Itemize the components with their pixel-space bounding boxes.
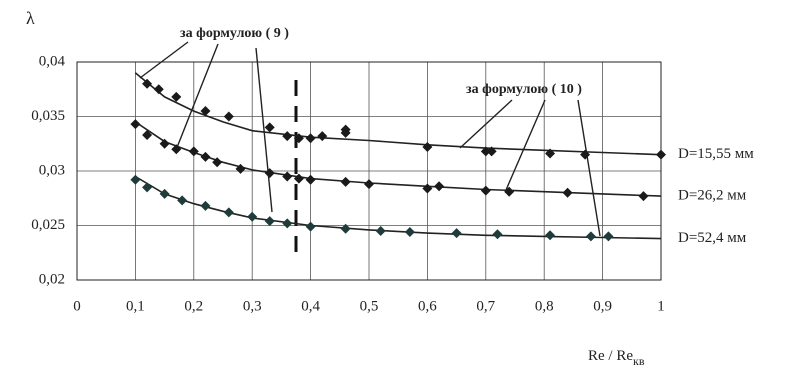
data-point: [264, 168, 275, 179]
data-point: [305, 133, 316, 144]
data-point: [223, 207, 234, 218]
leader-line: [459, 99, 513, 149]
data-point: [130, 174, 141, 185]
data-point: [422, 183, 433, 194]
x-tick-label: 0: [73, 298, 81, 314]
series-label: D=52,4 мм: [678, 230, 747, 246]
data-point: [223, 111, 234, 122]
data-point: [159, 188, 170, 199]
data-point: [153, 84, 164, 95]
data-point: [142, 130, 153, 141]
y-tick-label: 0,02: [39, 271, 65, 287]
data-point: [404, 227, 415, 238]
plot-border: [76, 61, 662, 281]
leader-line: [505, 99, 546, 191]
data-point: [545, 148, 556, 159]
data-point: [340, 176, 351, 187]
data-point: [264, 216, 275, 227]
x-tick-label: 0,4: [301, 298, 320, 314]
y-tick-label: 0,04: [39, 53, 66, 69]
data-point: [200, 200, 211, 211]
data-point: [562, 187, 573, 198]
x-axis-label-main: Re / Re: [588, 348, 633, 364]
x-tick-label: 0,9: [593, 298, 612, 314]
x-tick-label: 1: [657, 298, 665, 314]
data-point: [171, 144, 182, 155]
data-point: [656, 149, 666, 160]
data-point: [480, 146, 491, 157]
data-point: [188, 146, 199, 157]
fit-line: [134, 72, 662, 156]
y-axis-label: λ: [26, 8, 35, 28]
data-point: [200, 151, 211, 162]
fit-line: [134, 175, 662, 240]
x-tick-label: 0,2: [184, 298, 203, 314]
data-point: [603, 231, 614, 242]
leader-line: [139, 41, 189, 79]
data-point: [282, 131, 293, 142]
data-point: [486, 146, 497, 157]
data-point: [293, 133, 304, 144]
data-point: [451, 228, 462, 239]
data-point: [159, 138, 170, 149]
series-label: D=26,2 мм: [678, 188, 747, 204]
data-point: [492, 229, 503, 240]
data-point: [235, 163, 246, 174]
x-tick-label: 0,3: [243, 298, 262, 314]
x-tick-label: 0,8: [535, 298, 554, 314]
data-point: [212, 157, 223, 168]
data-point: [305, 174, 316, 185]
x-axis-label: Re / Reкв: [588, 348, 645, 367]
data-point: [282, 218, 293, 229]
data-point: [247, 211, 258, 222]
grid: [76, 61, 662, 281]
leader-line: [255, 47, 273, 213]
leader-lines: [139, 41, 601, 237]
data-point: [200, 106, 211, 117]
data-point: [638, 191, 649, 202]
annotation: за формулою ( 10 ): [466, 82, 582, 97]
leader-line: [175, 43, 219, 151]
data-point: [375, 225, 386, 236]
data-point: [434, 181, 445, 192]
y-tick-label: 0,035: [31, 108, 65, 124]
x-tick-label: 0,5: [360, 298, 379, 314]
data-point: [305, 221, 316, 232]
series-label: D=15,55 мм: [678, 146, 754, 162]
data-point: [293, 173, 304, 184]
x-tick-label: 0,7: [476, 298, 495, 314]
x-tick-label: 0,6: [418, 298, 437, 314]
data-point: [177, 195, 188, 206]
data-point: [364, 179, 374, 190]
data-point: [130, 119, 141, 130]
data-point: [142, 182, 153, 193]
data-point: [504, 186, 515, 197]
data-point: [340, 124, 351, 135]
data-point: [317, 131, 328, 142]
data-point: [580, 149, 591, 160]
y-tick-label: 0,03: [39, 162, 65, 178]
y-tick-label: 0,025: [31, 217, 65, 233]
data-point: [264, 122, 275, 133]
x-tick-label: 0,1: [126, 298, 145, 314]
data-point: [585, 231, 596, 242]
data-point: [282, 171, 293, 182]
data-point: [171, 91, 182, 102]
data-point: [422, 142, 433, 153]
annotation: за формулою ( 9 ): [180, 26, 289, 41]
data-point: [480, 185, 491, 196]
x-axis-label-sub: кв: [633, 354, 645, 368]
leader-line: [577, 99, 601, 237]
data-point: [340, 223, 351, 234]
data-point: [142, 78, 153, 89]
fit-line: [134, 121, 662, 197]
data-point: [545, 230, 556, 241]
